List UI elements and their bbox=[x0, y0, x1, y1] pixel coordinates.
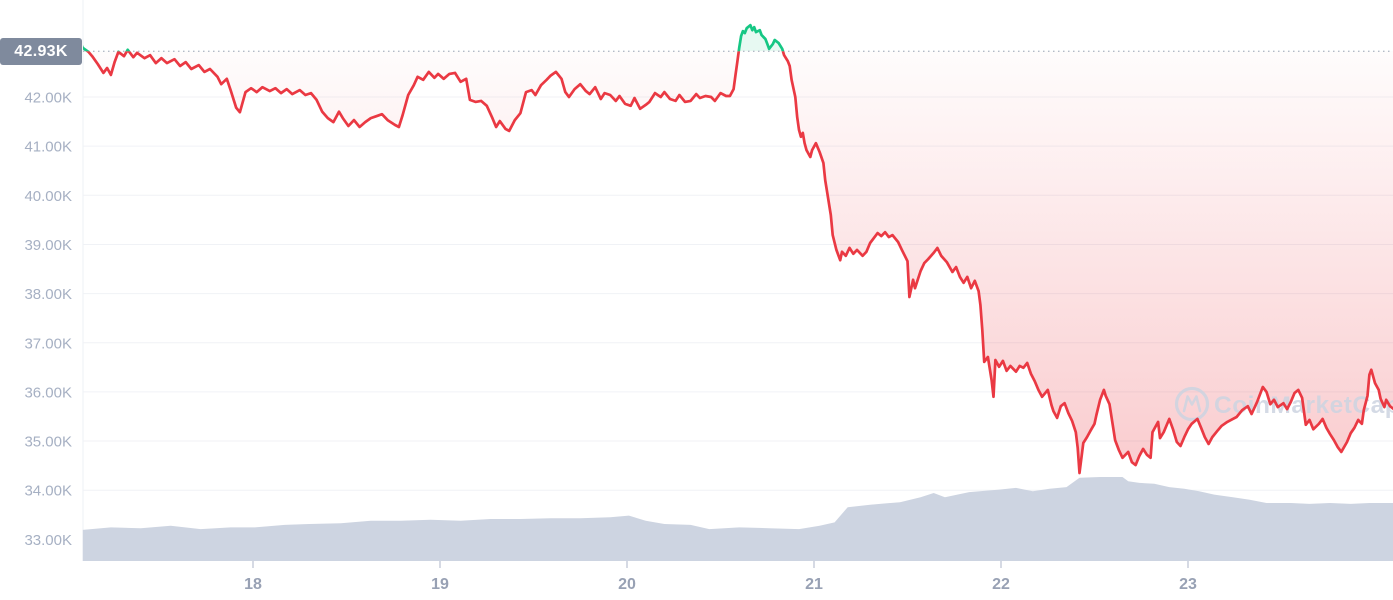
baseline-price-badge: 42.93K bbox=[0, 38, 82, 65]
price-line-down bbox=[85, 51, 1393, 475]
y-axis-label: 38.00K bbox=[24, 286, 72, 303]
x-axis-labels: 18 19 20 21 22 23 bbox=[244, 561, 1197, 593]
y-axis-label: 40.00K bbox=[24, 188, 72, 205]
y-axis-labels: 42.00K 41.00K 40.00K 39.00K 38.00K 37.00K 36.0… bbox=[24, 90, 72, 549]
y-axis-label: 39.00K bbox=[24, 237, 72, 254]
y-axis-label: 33.00K bbox=[24, 532, 72, 549]
x-axis-label: 18 bbox=[244, 576, 262, 593]
y-axis-label: 41.00K bbox=[24, 139, 72, 156]
price-area-fill-down bbox=[83, 51, 1393, 473]
y-axis-label: 36.00K bbox=[24, 384, 72, 401]
x-axis-label: 21 bbox=[805, 576, 823, 593]
y-axis-label: 42.00K bbox=[24, 90, 72, 107]
x-axis-label: 19 bbox=[431, 576, 449, 593]
volume-area bbox=[82, 477, 1393, 561]
x-axis-label: 22 bbox=[992, 576, 1010, 593]
coinmarketcap-logo-icon bbox=[1174, 386, 1210, 422]
x-axis-label: 23 bbox=[1179, 576, 1197, 593]
y-axis-label: 37.00K bbox=[24, 335, 72, 352]
y-axis-label: 35.00K bbox=[24, 434, 72, 451]
y-axis-label: 34.00K bbox=[24, 483, 72, 500]
coinmarketcap-logo-m bbox=[1182, 395, 1202, 413]
x-axis-label: 20 bbox=[618, 576, 636, 593]
